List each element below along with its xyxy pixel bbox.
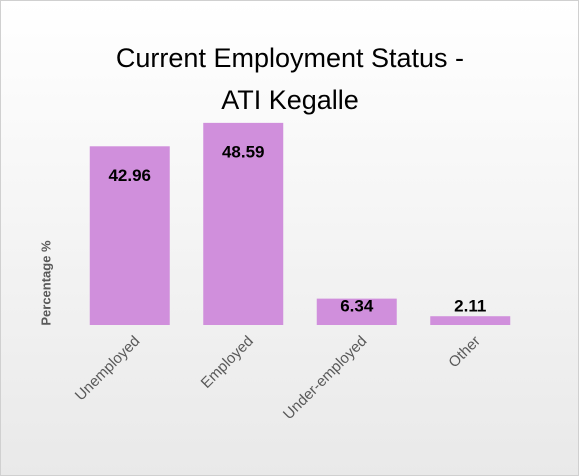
data-label: 42.96 bbox=[108, 166, 151, 185]
data-label: 48.59 bbox=[222, 142, 265, 161]
data-label: 2.11 bbox=[454, 296, 486, 315]
bar bbox=[203, 122, 284, 325]
y-axis-label: Percentage % bbox=[38, 240, 53, 326]
data-label: 6.34 bbox=[340, 296, 374, 315]
bar bbox=[316, 298, 397, 325]
bar bbox=[430, 316, 511, 325]
bar bbox=[89, 146, 170, 325]
chart-title: Current Employment Status -ATI Kegalle bbox=[116, 43, 464, 115]
